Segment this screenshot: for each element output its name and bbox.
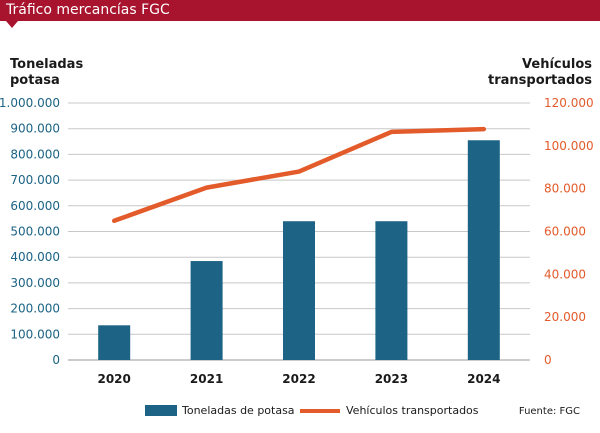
left-tick-label: 100.000 xyxy=(10,327,60,341)
legend-label-bars: Toneladas de potasa xyxy=(182,404,295,417)
left-tick-label: 900.000 xyxy=(10,122,60,136)
line-layer xyxy=(111,126,487,224)
bar-layer xyxy=(98,140,500,360)
right-axis-title-line-1: Vehículos xyxy=(522,57,592,72)
x-tick-label: 2021 xyxy=(190,372,223,386)
left-tick-label: 800.000 xyxy=(10,147,60,161)
right-tick-label: 100.000 xyxy=(544,139,594,153)
source-note: Fuente: FGC xyxy=(518,406,580,417)
bar-2020 xyxy=(98,325,131,360)
right-tick-label: 20.000 xyxy=(544,310,586,324)
x-tick-label: 2022 xyxy=(282,372,315,386)
legend-item-bars: Toneladas de potasa xyxy=(145,404,295,417)
left-tick-label: 1.000.000 xyxy=(0,96,60,110)
x-tick-label: 2020 xyxy=(97,372,130,386)
bar-2021 xyxy=(190,261,223,360)
right-tick-label: 120.000 xyxy=(544,96,594,110)
legend-swatch-bars xyxy=(145,405,177,416)
left-tick-label: 700.000 xyxy=(10,173,60,187)
left-tick-label: 200.000 xyxy=(10,302,60,316)
title-notch xyxy=(6,21,18,28)
bar-2023 xyxy=(375,221,408,360)
chart-title: Tráfico mercancías FGC xyxy=(6,2,170,18)
bar-2024 xyxy=(467,140,500,360)
x-tick-label: 2024 xyxy=(467,372,500,386)
title-bar: Tráfico mercancías FGC xyxy=(0,0,600,21)
legend-swatch-line xyxy=(300,408,340,413)
left-tick-label: 400.000 xyxy=(10,250,60,264)
left-tick-label: 300.000 xyxy=(10,276,60,290)
label-layer: 0 100.000 200.000 300.000 400.000 500.000 600.… xyxy=(0,96,594,386)
line-vehiculos xyxy=(111,126,487,224)
left-axis-title: Toneladas potasa xyxy=(10,57,83,89)
right-axis-title-line-2: transportados xyxy=(488,73,592,88)
legend-item-line: Vehículos transportados xyxy=(300,404,479,417)
bar-2022 xyxy=(283,221,315,360)
left-axis-title-line-2: potasa xyxy=(10,73,60,88)
left-tick-label: 500.000 xyxy=(10,225,60,239)
left-tick-label: 0 xyxy=(52,353,60,367)
right-axis-title: Vehículos transportados xyxy=(488,57,592,89)
right-tick-label: 0 xyxy=(544,353,552,367)
right-tick-label: 60.000 xyxy=(544,225,586,239)
legend-label-line: Vehículos transportados xyxy=(346,404,479,417)
right-tick-label: 80.000 xyxy=(544,182,586,196)
left-tick-label: 600.000 xyxy=(10,199,60,213)
right-tick-label: 40.000 xyxy=(544,267,586,281)
x-tick-label: 2023 xyxy=(375,372,408,386)
left-axis-title-line-1: Toneladas xyxy=(10,57,84,72)
